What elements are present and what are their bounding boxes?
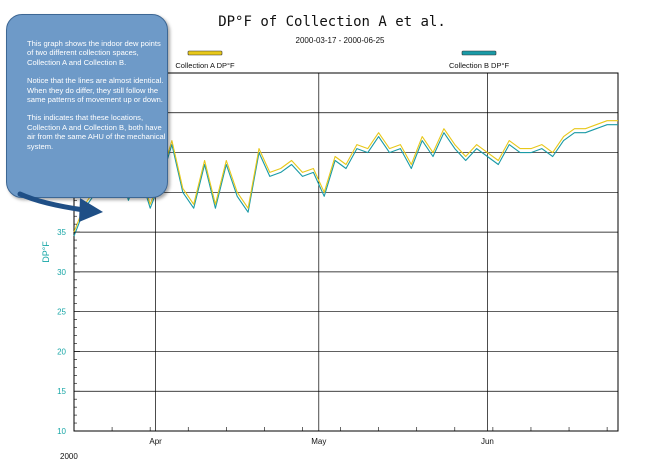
y-tick-label: 35 [57,228,66,237]
arrow-head [79,198,103,222]
y-tick-label: 30 [57,268,66,277]
callout-paragraph: This indicates that these locations, Col… [27,113,166,151]
arrow-curve [17,191,87,213]
y-tick-label: 25 [57,308,66,317]
legend-label-a: Collection A DP°F [175,61,235,70]
callout-paragraph: Notice that the lines are almost identic… [27,76,164,105]
x-tick-label: May [311,437,326,446]
x-tick-label: Apr [149,437,162,446]
chart-subtitle: 2000-03-17 - 2000-06-25 [296,36,386,45]
callout-paragraph: This graph shows the indoor dew points o… [27,39,161,67]
annotation-callout: This graph shows the indoor dew points o… [6,14,168,198]
y-tick-label: 20 [57,347,66,356]
y-tick-label: 15 [57,387,66,396]
legend: Collection A DP°F Collection B DP°F [175,50,510,70]
legend-label-b: Collection B DP°F [449,61,510,70]
callout-text: This graph shows the indoor dew points o… [27,39,167,160]
legend-swatch-b [461,50,497,56]
year-label: 2000 [60,452,78,461]
y-tick-label: 10 [57,427,66,436]
chart-title: DP°F of Collection A et al. [218,14,446,30]
legend-swatch-a [187,50,223,56]
y-axis-label: DP°F [41,241,51,263]
x-tick-label: Jun [481,437,494,446]
